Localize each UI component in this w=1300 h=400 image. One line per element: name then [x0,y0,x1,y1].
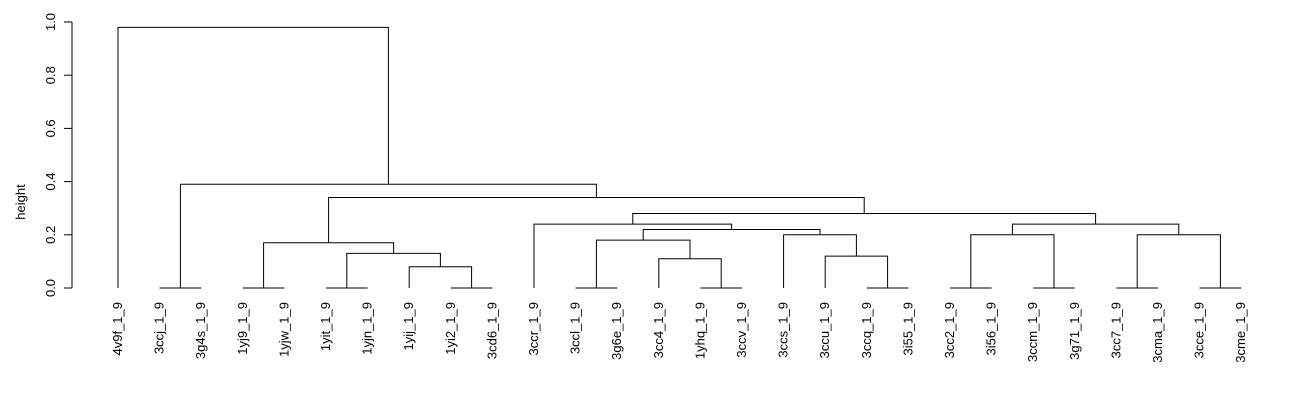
y-tick-label: 1.0 [43,13,58,31]
leaf-label: 3ccq_1_9 [859,302,874,358]
leaf-label: 3ccv_1_9 [734,302,749,358]
leaf-label: 3cc4_1_9 [651,302,666,358]
dendrogram-branch [533,223,733,288]
leaf-label: 1yj9_1_9 [235,302,250,355]
y-tick-label: 0.4 [43,173,58,191]
leaf-label: 3cma_1_9 [1150,302,1165,363]
leaf-labels: 4v9f_1_9 3ccj_1_9 3g4s_1_9 1yj9_1_9 1yjw_1_9… [110,302,1248,363]
dendrogram-branch [346,252,441,288]
dendrogram-branch [783,234,857,288]
leaf-label: 3cme_1_9 [1233,302,1248,363]
leaf-label: 3ccr_1_9 [526,302,541,355]
leaf-label: 3g4s_1_9 [193,302,208,359]
leaf-label: 3cc2_1_9 [942,302,957,358]
dendrogram-branch [632,213,1097,225]
leaf-label: 1yhq_1_9 [692,302,707,359]
leaf-label: 3i55_1_9 [900,302,915,356]
leaf-label: 1yjn_1_9 [360,302,375,355]
dendrogram-branch [1136,234,1221,288]
dendrogram-branch [263,242,395,288]
leaf-label: 1yit_1_9 [318,302,333,351]
leaf-label: 3ccl_1_9 [568,302,583,354]
y-axis-title: height [13,184,28,220]
dendrogram-branch [970,234,1055,288]
y-tick-label: 0.6 [43,119,58,137]
leaf-label: 1yij_1_9 [401,302,416,350]
y-tick-label: 0.8 [43,66,58,84]
leaf-label: 3g71_1_9 [1067,302,1082,360]
dendrogram-branch [1011,223,1180,235]
leaf-label: 1yjw_1_9 [276,302,291,357]
leaf-label: 3ccu_1_9 [817,302,832,358]
dendrogram-branch [117,26,389,288]
leaf-label: 3g6e_1_9 [609,302,624,360]
dendrogram-branch [408,266,473,288]
dendrogram-branches [117,26,1242,289]
dendrogram-branch [658,258,722,288]
y-tick-label: 0.0 [43,279,58,297]
y-tick-label: 0.2 [43,226,58,244]
leaf-label: 3cce_1_9 [1192,302,1207,358]
dendrogram-branch [595,239,691,288]
leaf-label: 3cd6_1_9 [484,302,499,359]
y-axis: 0.0 0.2 0.4 0.6 0.8 1.0 [43,13,73,297]
leaf-label: 3ccm_1_9 [1025,302,1040,362]
leaf-label: 3ccj_1_9 [152,302,167,354]
leaf-label: 3i56_1_9 [984,302,999,356]
leaf-label: 3ccs_1_9 [776,302,791,358]
dendrogram-branch [824,255,889,288]
leaf-label: 1yi2_1_9 [443,302,458,355]
leaf-label: 3cc7_1_9 [1108,302,1123,358]
leaf-label: 4v9f_1_9 [110,302,125,356]
